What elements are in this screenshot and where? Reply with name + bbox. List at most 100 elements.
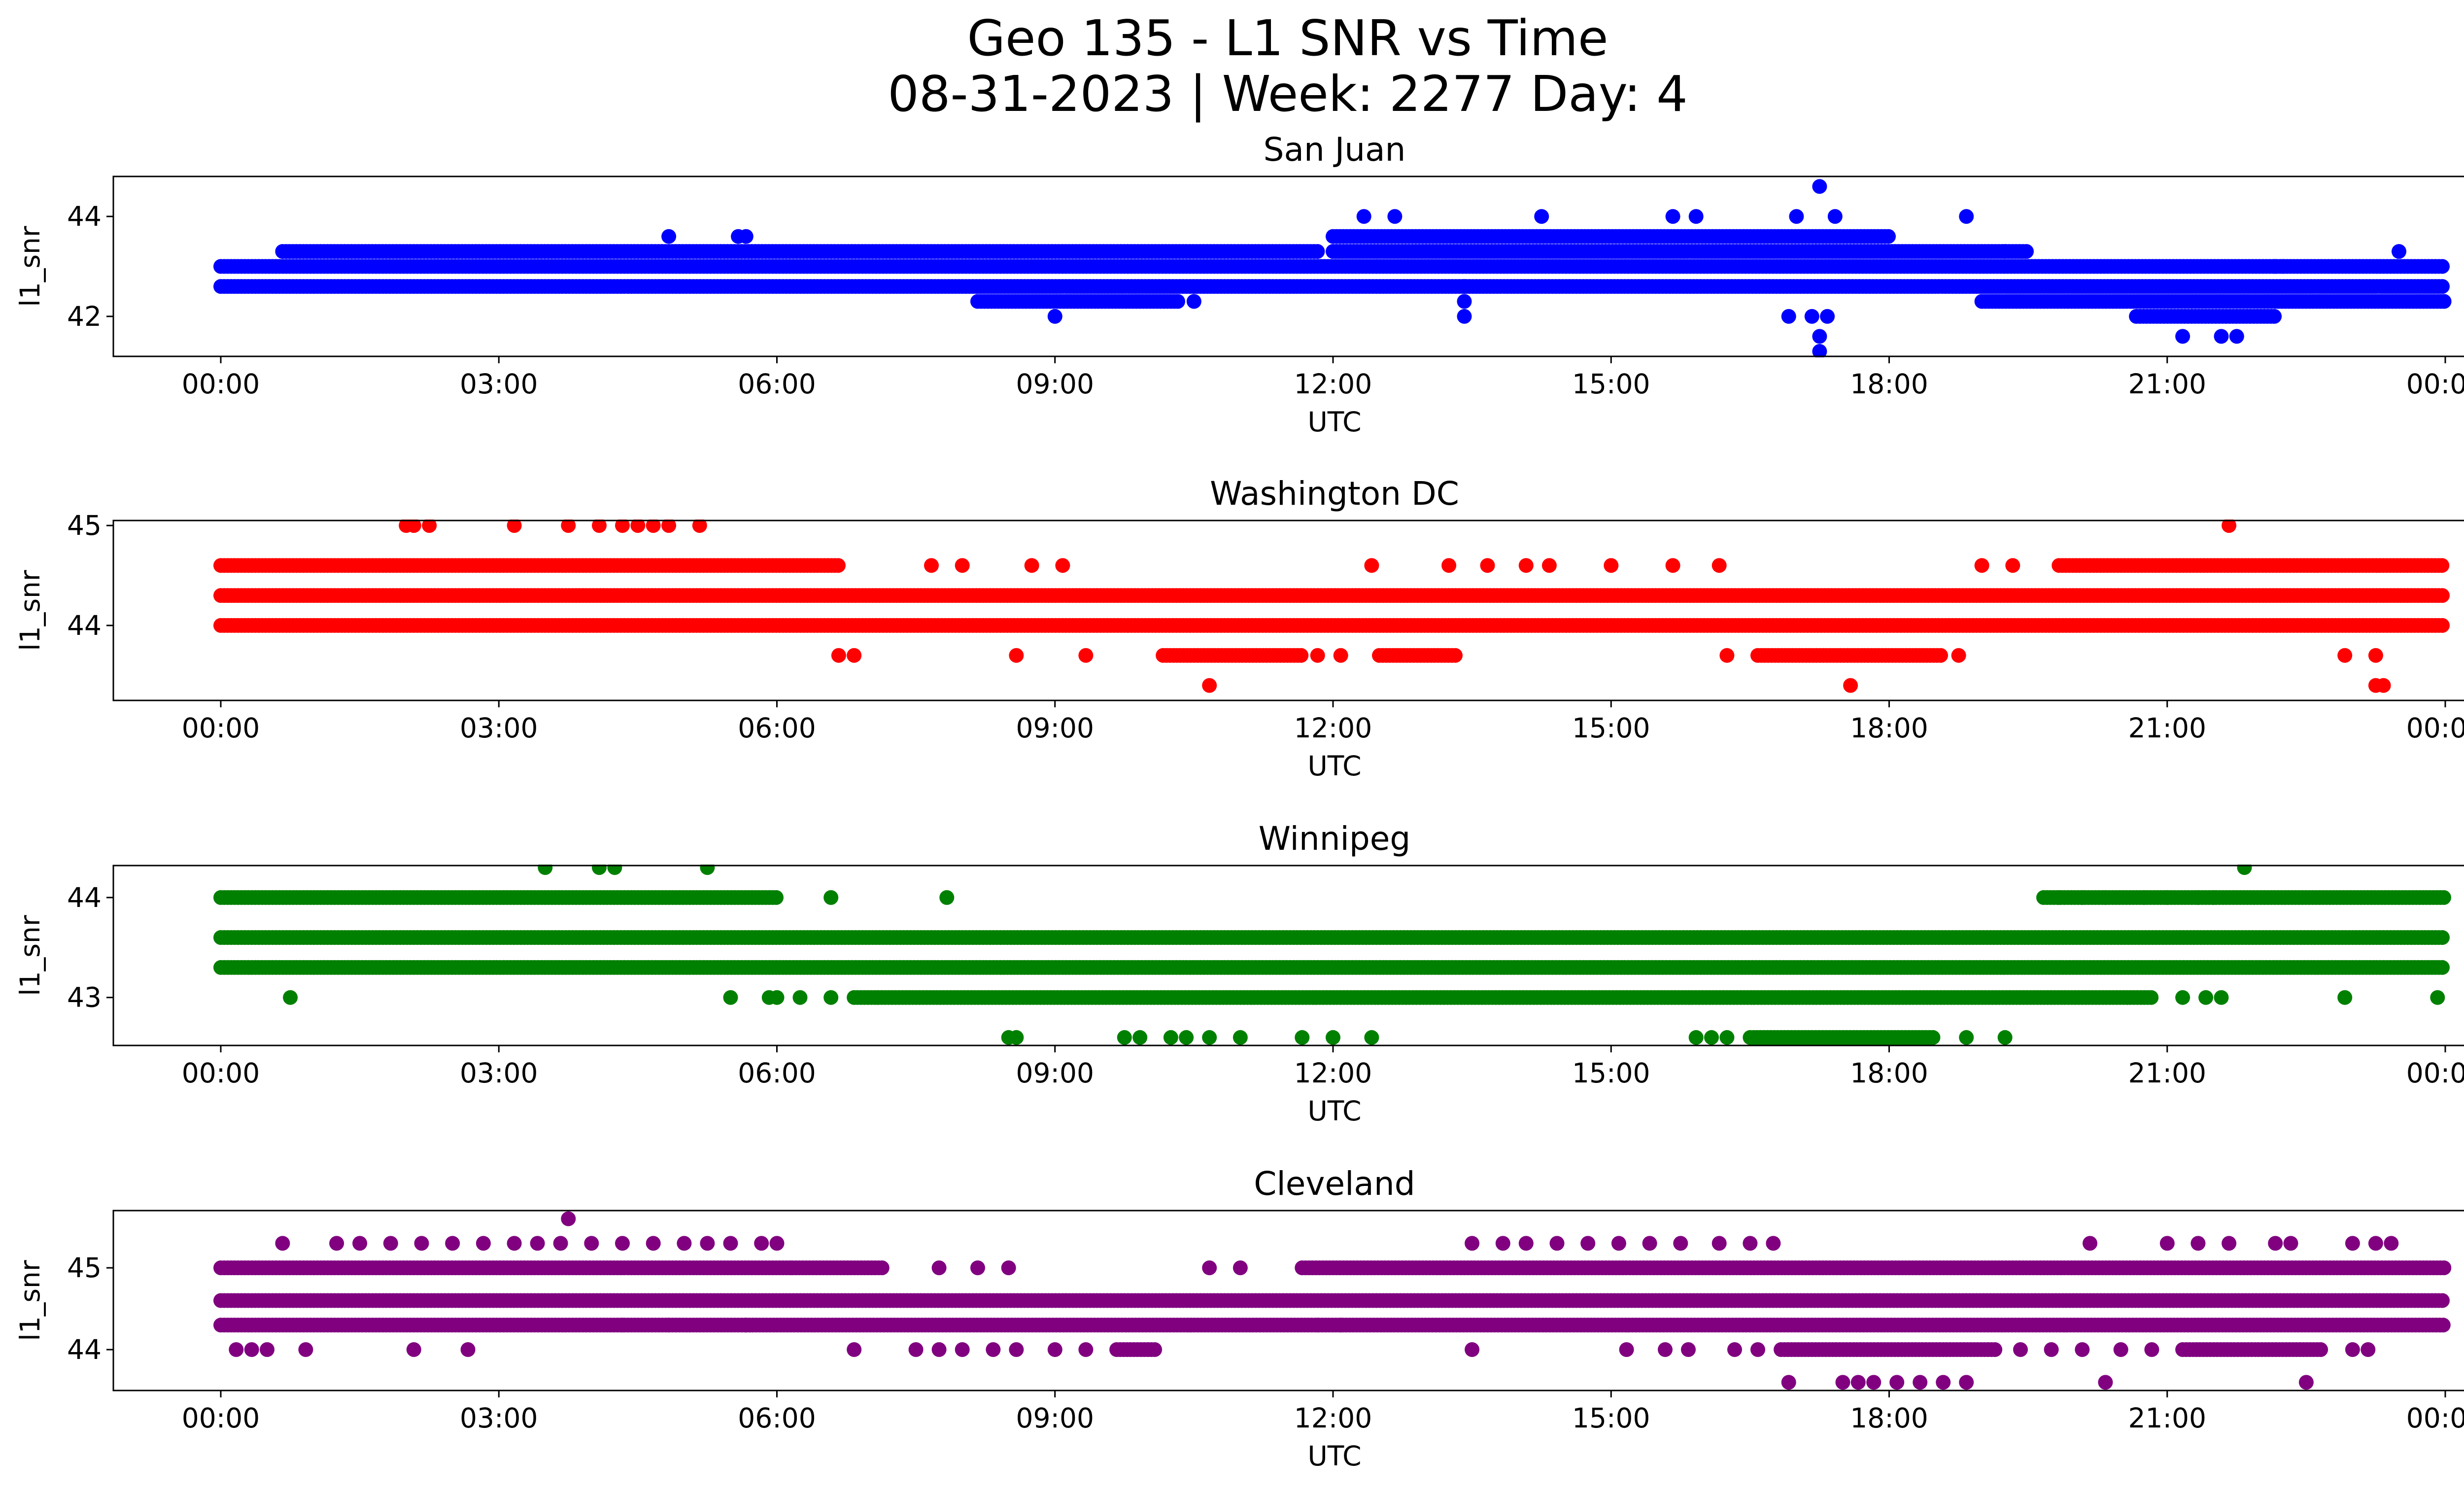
data-point	[2222, 520, 2237, 533]
data-point	[831, 558, 846, 573]
data-point	[406, 520, 421, 533]
data-point	[1480, 558, 1495, 573]
data-point	[1997, 244, 2013, 259]
data-point	[1719, 648, 1735, 663]
data-point	[1804, 309, 1819, 324]
data-point	[592, 520, 607, 533]
x-axis-label: UTC	[1307, 406, 1361, 438]
figure-title-line2: 08-31-2023 | Week: 2277 Day: 4	[888, 65, 1687, 123]
x-tick-label: 18:00	[1850, 712, 1928, 744]
subplot-title: Washington DC	[1210, 475, 1459, 513]
data-point	[1333, 648, 1348, 663]
data-point	[561, 520, 576, 533]
data-point	[1789, 209, 1804, 224]
data-point	[615, 520, 630, 533]
x-tick-label: 12:00	[1294, 368, 1372, 400]
data-point	[1170, 294, 1185, 309]
x-tick-label: 21:00	[2128, 368, 2206, 400]
y-tick-label: 44	[67, 610, 102, 641]
data-point	[422, 520, 437, 533]
data-point	[1457, 294, 1472, 309]
data-point	[1933, 648, 1948, 663]
data-point	[507, 520, 522, 533]
data-point	[1448, 648, 1463, 663]
data-point	[2435, 279, 2450, 294]
y-axis-label: l1_snr	[14, 570, 46, 651]
data-point	[1294, 648, 1309, 663]
subplot-title: Winnipeg	[1259, 820, 1411, 858]
x-tick-label: 03:00	[460, 368, 538, 400]
y-tick-label: 45	[67, 510, 102, 541]
axes-frame	[112, 175, 2464, 357]
figure-title-line1: Geo 135 - L1 SNR vs Time	[967, 9, 1608, 67]
y-tick-label: 42	[67, 301, 102, 332]
data-point	[630, 520, 646, 533]
x-tick-label: 15:00	[1572, 712, 1650, 744]
data-point	[2229, 329, 2244, 344]
data-point	[1843, 678, 1858, 693]
data-point	[1665, 558, 1680, 573]
data-point	[1812, 329, 1827, 344]
data-point	[2214, 329, 2229, 344]
data-point	[1974, 558, 1989, 573]
data-point	[1009, 648, 1024, 663]
data-point	[1047, 309, 1062, 324]
data-point	[1364, 558, 1379, 573]
data-point	[955, 558, 970, 573]
x-tick-label: 00:00	[182, 712, 260, 744]
data-point	[1457, 279, 1472, 294]
data-point	[1959, 209, 1974, 224]
scatter-points	[213, 520, 2450, 693]
data-point	[1604, 558, 1619, 573]
x-tick-label: 00:00	[182, 368, 260, 400]
data-point	[2337, 648, 2353, 663]
data-point	[1024, 558, 1039, 573]
data-point	[646, 520, 661, 533]
subplot-title: San Juan	[1264, 131, 1406, 169]
data-point	[692, 520, 707, 533]
y-tick-label: 44	[67, 201, 102, 232]
scatter-points	[213, 179, 2452, 357]
x-tick-label: 06:00	[738, 712, 816, 744]
data-point	[661, 520, 677, 533]
x-tick-label: 12:00	[1294, 712, 1372, 744]
data-point	[2435, 588, 2450, 603]
data-point	[1820, 309, 1835, 324]
data-point	[2434, 558, 2450, 573]
data-point	[2368, 648, 2383, 663]
data-point	[1711, 558, 1727, 573]
x-tick-label: 00:00	[2406, 712, 2464, 744]
data-point	[924, 558, 939, 573]
data-point	[1457, 309, 1472, 324]
data-point	[1951, 648, 1966, 663]
data-point	[2435, 259, 2450, 274]
y-axis-label: l1_snr	[14, 226, 46, 307]
data-point	[1781, 309, 1796, 324]
data-point	[2005, 558, 2020, 573]
data-point	[2275, 259, 2291, 274]
data-point	[2267, 309, 2282, 324]
data-point	[2392, 244, 2406, 259]
data-point	[1812, 344, 1827, 357]
data-point	[1310, 648, 1325, 663]
data-point	[2019, 244, 2034, 259]
x-tick-label: 18:00	[1850, 368, 1928, 400]
data-point	[1387, 209, 1403, 224]
axes-frame	[112, 520, 2464, 701]
data-point	[1078, 648, 1094, 663]
data-point	[1202, 678, 1217, 693]
data-point	[2435, 618, 2450, 633]
x-axis-label: UTC	[1307, 750, 1361, 782]
data-point	[661, 229, 677, 244]
x-tick-label: 15:00	[1572, 368, 1650, 400]
x-tick-label: 03:00	[460, 712, 538, 744]
data-point	[1310, 244, 1325, 259]
data-point	[1441, 558, 1457, 573]
x-tick-label: 21:00	[2128, 712, 2206, 744]
data-point	[1356, 209, 1371, 224]
data-point	[1534, 209, 1549, 224]
